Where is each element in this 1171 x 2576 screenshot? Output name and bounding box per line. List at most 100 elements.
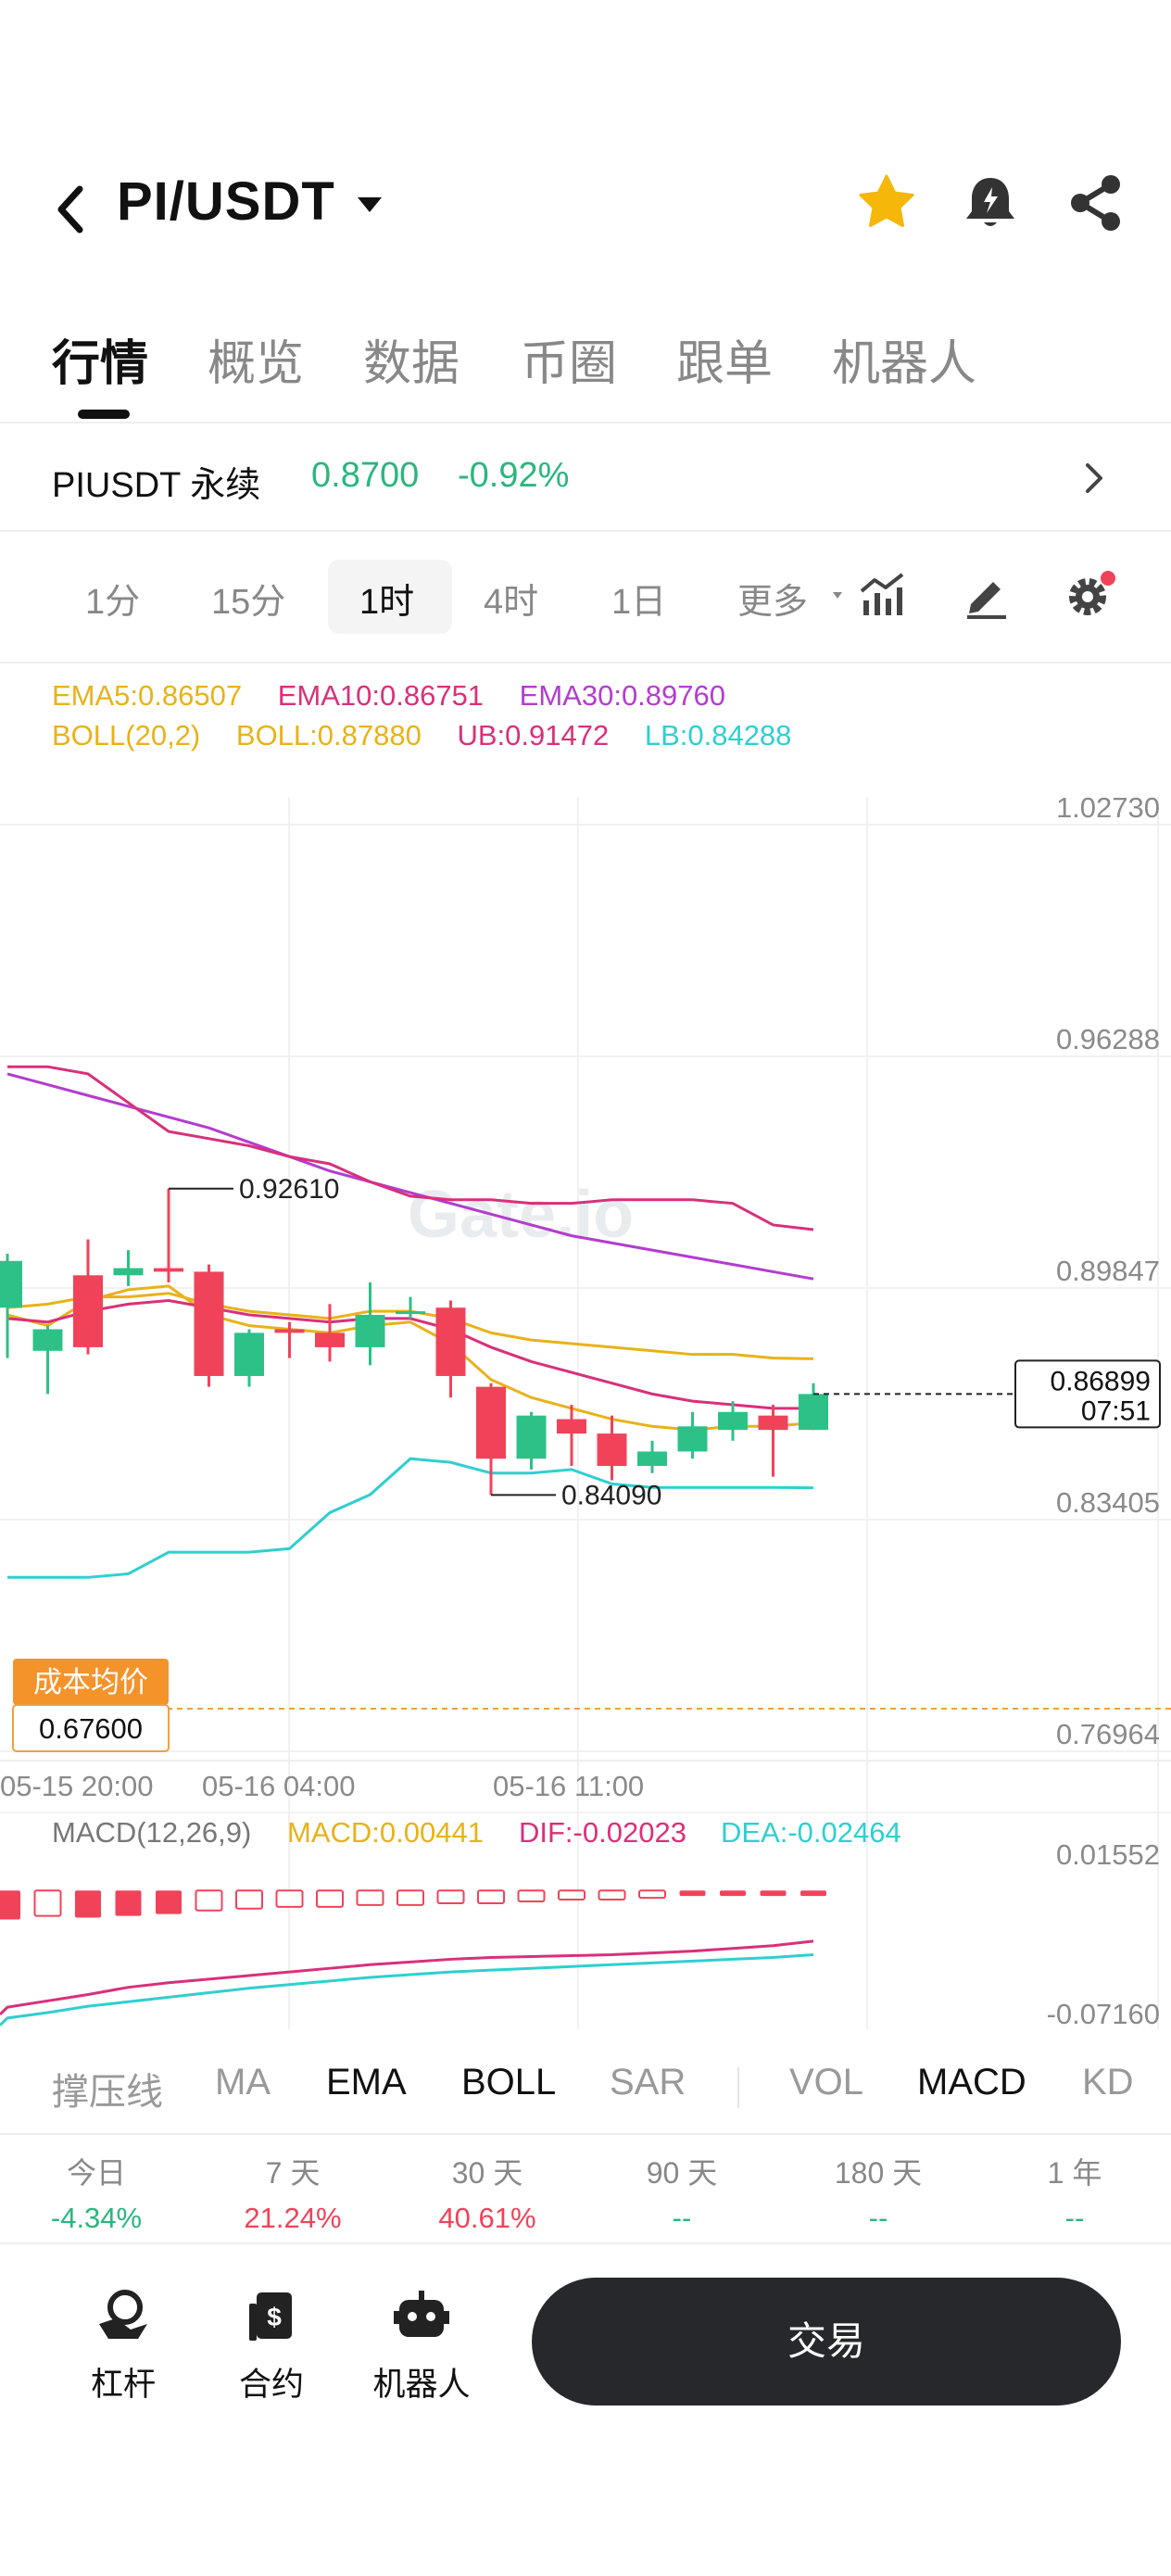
macd-histogram-bar [679, 1890, 706, 1897]
kline-chart[interactable]: Gate.io 1.027300.962880.898470.834050.76… [0, 797, 1171, 2039]
tab-copy-trading[interactable]: 跟单 [676, 337, 774, 391]
indicator-ma[interactable]: MA [215, 2062, 271, 2102]
time-axis-label: 05-16 04:00 [202, 1770, 355, 1802]
perf-value: 40.61% [438, 2202, 536, 2234]
macd-histogram-bar [517, 1889, 546, 1902]
candles [0, 1188, 828, 1496]
indicator-separator [737, 2067, 739, 2108]
boll-legend: BOLL(20,2) BOLL:0.87880 UB:0.91472 LB:0.… [52, 719, 819, 752]
nav-robot[interactable]: 机器人 [371, 2287, 472, 2406]
perf-180d: 180 天 -- [786, 2150, 971, 2235]
price-axis-label: 0.83405 [1056, 1486, 1160, 1519]
interval-more[interactable]: 更多 [737, 583, 809, 622]
macd-histogram-bar [760, 1890, 787, 1897]
ub-value: UB:0.91472 [457, 719, 610, 751]
macd-histogram-bar [195, 1889, 223, 1912]
price-axis-label: 0.76964 [1056, 1718, 1160, 1750]
price-axis: 1.02730 0.96288 0.89847 0.83405 0.76964 05-15… [0, 797, 1160, 1802]
indicator-kd[interactable]: KD [1082, 2062, 1134, 2102]
indicator-macd[interactable]: MACD [917, 2062, 1026, 2102]
tab-community[interactable]: 币圈 [521, 337, 618, 391]
macd-histogram-bar [275, 1889, 304, 1908]
pair-title[interactable]: PI/USDT [117, 171, 335, 232]
perf-today: 今日 -4.34% [4, 2150, 189, 2235]
settings-icon[interactable] [1062, 567, 1117, 623]
macd-label: MACD(12,26,9) [52, 1816, 251, 1849]
tab-overview[interactable]: 概览 [208, 337, 305, 391]
macd-histogram-bar [235, 1889, 263, 1910]
macd-axis-label: -0.07160 [1047, 1998, 1160, 2030]
star-icon[interactable] [854, 170, 919, 235]
ema-legend: EMA5:0.86507 EMA10:0.86751 EMA30:0.89760 [52, 679, 753, 713]
chart-grid [0, 797, 1171, 2029]
macd-histogram-bar [800, 1890, 826, 1897]
macd-axis-label: 0.01552 [1056, 1838, 1160, 1871]
current-price-box [1014, 1359, 1161, 1429]
perf-label: 90 天 [646, 2156, 718, 2190]
ema5-value: EMA5:0.86507 [52, 679, 243, 712]
interval-15m[interactable]: 15分 [211, 583, 286, 622]
share-icon[interactable] [1064, 170, 1128, 235]
divider [0, 422, 1171, 423]
divider [0, 2133, 1171, 2135]
contract-name: PIUSDT 永续 [52, 466, 261, 505]
current-price-value: 0.86899 [1051, 1366, 1151, 1396]
candle-body [557, 1419, 586, 1434]
indicator-line-lb [7, 1457, 814, 1579]
candle-body [315, 1332, 345, 1347]
perpetual-contract-row[interactable]: PIUSDT 永续 0.8700 -0.92% [0, 424, 1171, 530]
nav-contract[interactable]: $ 合约 [220, 2287, 322, 2406]
nav-leverage[interactable]: 杠杆 [72, 2287, 174, 2406]
draw-tool-icon[interactable] [958, 567, 1014, 623]
indicator-ema[interactable]: EMA [326, 2062, 407, 2102]
tab-bots[interactable]: 机器人 [832, 337, 977, 391]
candle-body [637, 1451, 667, 1466]
main-tabs: 行情 概览 数据 币圈 跟单 机器人 [0, 315, 1171, 422]
candle-body [476, 1386, 506, 1459]
perf-label: 1 年 [1047, 2156, 1102, 2190]
macd-histogram-bar [598, 1889, 626, 1901]
interval-1h[interactable]: 1时 [359, 583, 415, 622]
tab-data[interactable]: 数据 [363, 337, 460, 391]
interval-4h[interactable]: 4时 [484, 583, 539, 622]
candle-body [73, 1275, 103, 1347]
indicator-support-resistance[interactable]: 撑压线 [52, 2072, 163, 2113]
bottom-bar: 杠杆 $ 合约 机器人 交易 [0, 2270, 1171, 2409]
perf-value: -4.34% [50, 2202, 143, 2234]
candle-body [396, 1311, 425, 1315]
indicator-lines [6, 1065, 814, 1579]
back-icon[interactable] [48, 176, 94, 241]
low-marker-label: 0.84090 [561, 1480, 661, 1510]
chart-type-icon[interactable] [854, 567, 910, 623]
indicator-line-ema30 [6, 1072, 814, 1281]
interval-1d[interactable]: 1日 [611, 583, 667, 622]
macd-histogram-bar [436, 1889, 465, 1904]
price-axis-label: 1.02730 [1056, 797, 1160, 824]
tab-market[interactable]: 行情 [52, 337, 149, 391]
active-interval-highlight [328, 560, 452, 634]
indicator-boll[interactable]: BOLL [461, 2062, 557, 2102]
macd-histogram-bar [397, 1889, 424, 1906]
trade-button[interactable]: 交易 [532, 2278, 1121, 2406]
perf-label: 今日 [66, 2156, 126, 2190]
indicator-sar[interactable]: SAR [610, 2062, 686, 2102]
bell-icon[interactable] [958, 170, 1023, 235]
candle-body [0, 1260, 22, 1308]
indicator-vol[interactable]: VOL [789, 2062, 864, 2102]
price-countdown: 07:51 [1081, 1395, 1151, 1426]
candle-body [194, 1271, 224, 1376]
interval-1m[interactable]: 1分 [85, 583, 141, 622]
candle-body [113, 1268, 144, 1276]
macd-histogram-bar [115, 1890, 142, 1916]
contract-icon: $ [249, 2292, 292, 2341]
perf-30d: 30 天 40.61% [395, 2150, 580, 2235]
macd-panel: MACD(12,26,9) MACD:0.00441 DIF:-0.02023 DEA… [0, 1816, 1160, 2030]
macd-histogram-bar [477, 1889, 505, 1904]
dropdown-caret-icon[interactable] [356, 195, 384, 215]
perf-value: -- [1064, 2202, 1085, 2234]
cost-price-value: 0.67600 [39, 1712, 143, 1745]
candle-body [799, 1394, 828, 1431]
ema30-value: EMA30:0.89760 [519, 679, 725, 712]
top-bar: PI/USDT [0, 148, 1171, 259]
